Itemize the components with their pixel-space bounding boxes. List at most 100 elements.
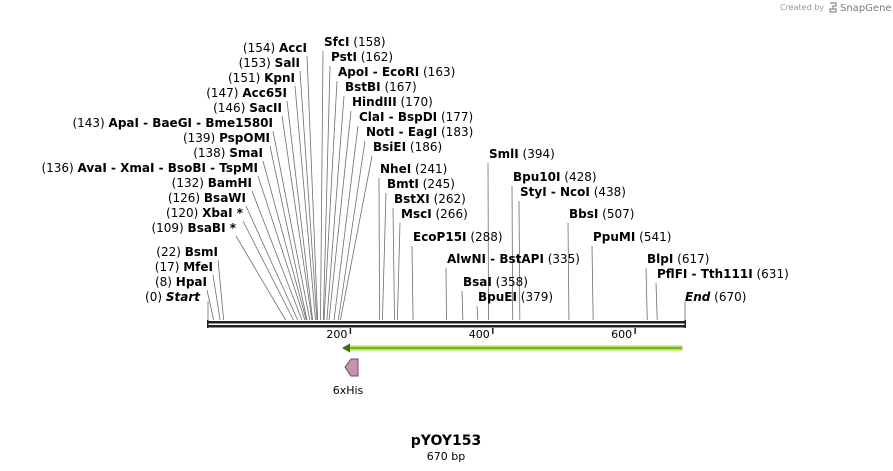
site-line-avai [257,175,306,321]
site-line-nhei [378,177,380,321]
site-label-bbsi[interactable]: BbsI (507) [569,207,634,221]
site-line-smai [262,160,307,321]
tick-label-400: 400 [469,328,490,341]
site-line-bmti [382,192,387,321]
site-line-noti [337,140,366,321]
site-label-bsabi[interactable]: (109) BsaBI * [151,221,236,235]
site-label-apai[interactable]: (143) ApaI - BaeGI - Bme1580I [72,116,273,130]
site-label-msci[interactable]: MscI (266) [401,207,468,221]
feature-6xhis-label: 6xHis [333,384,364,397]
site-line-bsiei [340,155,373,321]
site-line-bbsi [567,222,570,321]
site-label-nhei[interactable]: NheI (241) [380,162,447,176]
site-label-hpai[interactable]: (8) HpaI [155,275,207,289]
site-line-bsabi [235,235,286,321]
site-line-apai [272,130,311,321]
axis-ticks: 200 400 600 [326,328,636,341]
site-line-hindiii [328,110,352,321]
site-label-mfei[interactable]: (17) MfeI [155,260,213,274]
site-label-bmti[interactable]: BmtI (245) [387,177,455,191]
site-line-alwni [445,267,447,321]
site-label-smai[interactable]: (138) SmaI [193,146,263,160]
tick-label-200: 200 [326,328,347,341]
site-label-ppumi[interactable]: PpuMI (541) [593,230,671,244]
site-line-xbai [242,220,294,321]
site-line-acc65i [286,100,314,321]
tick-label-600: 600 [611,328,632,341]
site-label-pflfi[interactable]: PflFI - Tth111I (631) [657,267,789,281]
site-line-sali [299,70,318,321]
feature-long-arrow[interactable] [342,343,683,353]
site-label-noti[interactable]: NotI - EagI (183) [366,125,473,139]
site-line-bamhi [251,190,303,321]
site-label-psti[interactable]: PstI (162) [331,50,393,64]
site-label-bpuei[interactable]: BpuEI (379) [478,290,553,304]
site-label-bsai[interactable]: BsaI (358) [463,275,528,289]
site-label-bsmi[interactable]: (22) BsmI [156,245,218,259]
site-line-clai [333,125,359,321]
snapgene-brand-text: SnapGene [840,3,892,14]
feature-6xhis[interactable] [344,358,359,377]
site-label-kpni[interactable]: (151) KpnI [228,71,295,85]
site-line-blpi [645,267,648,321]
site-line-bsawi [245,205,299,321]
plasmid-name: pYOY153 [411,433,481,449]
branding: Created by SnapGene [780,2,892,14]
site-line-pflfi [655,282,658,321]
site-line-bstxi [392,207,395,321]
snapgene-logo-icon [829,2,837,13]
site-label-bstbi[interactable]: BstBI (167) [345,80,417,94]
site-line-pspomi [269,145,308,321]
site-labels: (154) AccI(153) SalI(151) KpnI(147) Acc6… [41,35,788,304]
site-line-sfci [320,50,324,321]
end-label[interactable]: End (670) [685,290,746,304]
start-label[interactable]: (0) Start [145,290,201,304]
site-line-apoi [323,80,338,321]
tick-mark-600 [634,328,636,334]
site-label-xbai[interactable]: (120) XbaI * [166,206,244,220]
site-label-acc65i[interactable]: (147) Acc65I [206,86,287,100]
site-line-acci [306,55,319,321]
site-label-avai[interactable]: (136) AvaI - XmaI - BsoBI - TspMI [41,161,258,175]
site-label-bsiei[interactable]: BsiEI (186) [373,140,442,154]
site-lines [206,50,686,321]
created-by-text: Created by [780,3,824,12]
site-line-msci [396,222,401,321]
site-label-sali[interactable]: (153) SalI [239,56,300,70]
site-label-styi[interactable]: StyI - NcoI (438) [520,185,626,199]
tick-mark-200 [349,328,352,334]
site-label-sfci[interactable]: SfcI (158) [324,35,386,49]
site-label-bpu10i[interactable]: Bpu10I (428) [513,170,597,184]
site-line-bsai [461,290,464,321]
site-label-hindiii[interactable]: HindIII (170) [352,95,433,109]
site-label-alwni[interactable]: AlwNI - BstAPI (335) [447,252,580,266]
site-label-bamhi[interactable]: (132) BamHI [172,176,252,190]
site-line-styi [518,200,521,321]
site-label-blpi[interactable]: BlpI (617) [647,252,709,266]
site-label-bstxi[interactable]: BstXI (262) [394,192,466,206]
site-label-clai[interactable]: ClaI - BspDI (177) [359,110,473,124]
site-label-apoi[interactable]: ApoI - EcoRI (163) [338,65,455,79]
site-line-bstbi [326,95,345,321]
site-label-pspomi[interactable]: (139) PspOMI [183,131,270,145]
site-line-sacii [281,115,313,321]
site-line-ppumi [591,245,594,321]
site-line-psti [322,65,331,321]
site-label-acci[interactable]: (154) AccI [243,41,307,55]
site-label-ecop15i[interactable]: EcoP15I (288) [413,230,503,244]
site-label-smli[interactable]: SmlI (394) [489,147,555,161]
site-line-ecop15i [411,245,414,321]
sequence-backbone [207,320,686,328]
site-label-sacii[interactable]: (146) SacII [213,101,282,115]
tick-mark-400 [492,328,494,334]
features: 6xHis [333,343,683,397]
site-line-kpni [294,85,316,321]
site-line-bpuei [476,305,479,321]
site-line-bpu10i [511,185,514,321]
site-line-bsmi [217,259,225,321]
site-line-mfei [212,274,221,321]
site-line-hpai [206,289,215,321]
site-label-bsawi[interactable]: (126) BsaWI [168,191,246,205]
site-line-smli [487,162,489,321]
